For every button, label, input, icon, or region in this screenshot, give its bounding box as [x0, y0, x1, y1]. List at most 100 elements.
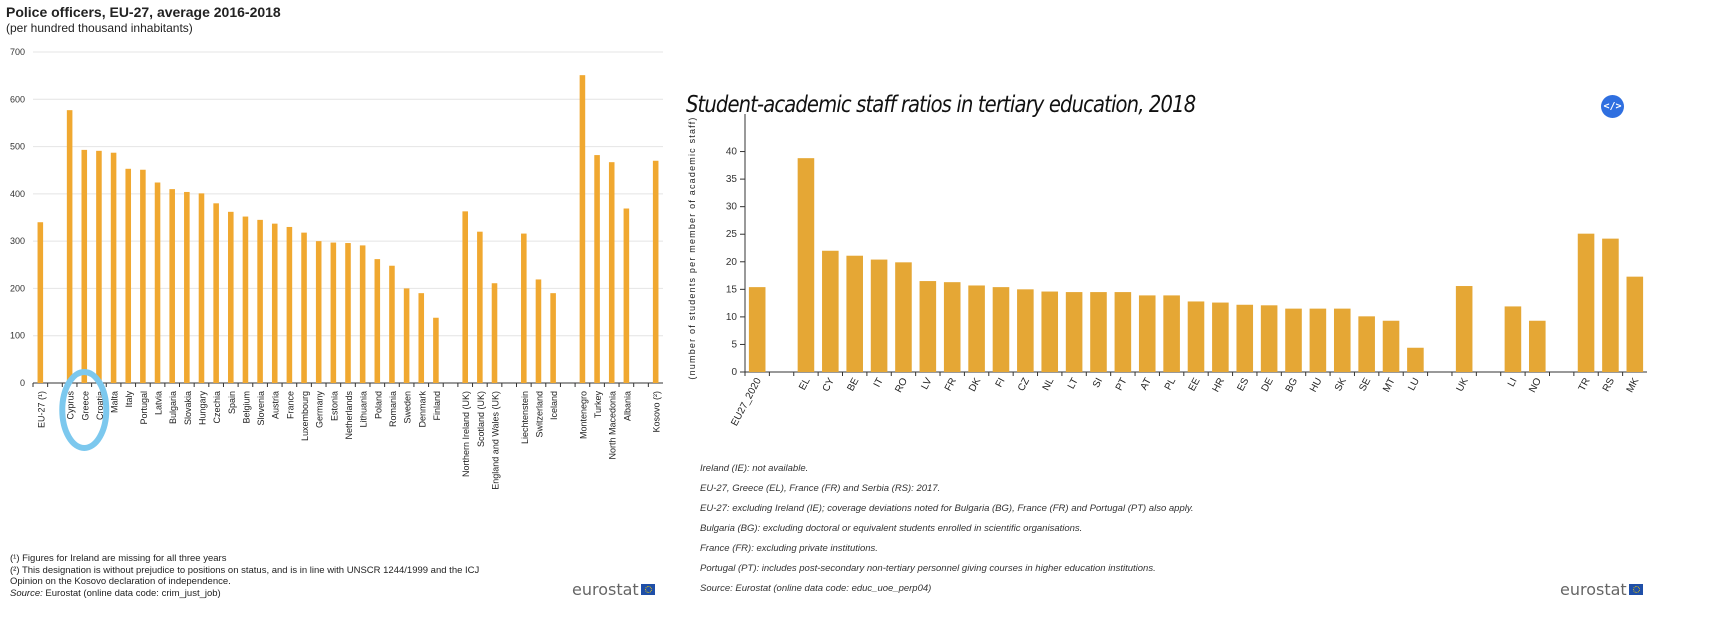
y-tick-label: 500 [10, 142, 25, 152]
eu-flag-icon [640, 584, 655, 595]
x-tick-label: Denmark [417, 391, 427, 428]
bar [1285, 308, 1302, 372]
x-tick-label: Luxembourg [300, 391, 310, 441]
bar [1090, 292, 1107, 372]
bar [228, 211, 234, 383]
x-tick-label: PT [1114, 376, 1130, 392]
x-tick-label: Turkey [593, 391, 603, 419]
bar [477, 231, 483, 383]
bar [110, 152, 117, 383]
footnote: (²) This designation is without prejudic… [10, 564, 480, 576]
bar [550, 293, 556, 383]
bar [271, 223, 278, 383]
x-tick-label: Hungary [197, 391, 207, 426]
footnote: Ireland (IE): not available. [700, 463, 809, 474]
bar [81, 149, 88, 383]
bar [608, 162, 615, 383]
bar [345, 243, 351, 383]
y-tick-label: 400 [10, 189, 25, 199]
bar [37, 222, 44, 383]
y-tick-label: 15 [726, 284, 738, 295]
bar [1114, 292, 1132, 372]
x-tick-label: Greece [80, 391, 90, 421]
bar [433, 317, 439, 383]
bar [169, 189, 175, 383]
x-tick-label: Spain [227, 391, 237, 414]
x-tick-label: Romania [388, 391, 398, 427]
x-tick-label: Poland [373, 391, 383, 419]
eu-flag-icon [1628, 584, 1643, 595]
bar [1382, 320, 1400, 372]
x-tick-label: Latvia [154, 391, 164, 415]
x-tick-label: UK [1455, 376, 1471, 394]
y-tick-label: 10 [726, 312, 738, 323]
bar [1455, 286, 1473, 372]
y-tick-label: 600 [10, 94, 25, 104]
bar [623, 208, 630, 383]
y-tick-label: 40 [726, 147, 738, 158]
bar [594, 155, 600, 383]
x-tick-label: ES [1235, 376, 1251, 393]
bar [140, 169, 146, 383]
bar [1187, 301, 1205, 372]
x-tick-label: RO [893, 376, 910, 395]
x-tick-label: North Macedonia [608, 391, 618, 460]
bar [374, 259, 381, 383]
bar [579, 75, 586, 384]
x-tick-label: EU27_2020 [729, 376, 764, 428]
x-tick-label: Finland [432, 391, 442, 421]
bar [1163, 295, 1180, 372]
bar [154, 182, 161, 383]
x-tick-label: Slovakia [183, 391, 193, 425]
x-tick-label: Albania [622, 391, 632, 421]
bar [1358, 316, 1375, 372]
x-tick-label: Bulgaria [168, 391, 178, 424]
bar [1407, 347, 1424, 372]
bar [652, 160, 659, 383]
footnote: EU-27: excluding Ireland (IE); coverage … [700, 503, 1194, 514]
x-tick-label: Croatia [95, 391, 105, 420]
right-footnotes: Ireland (IE): not available. EU-27, Gree… [700, 459, 1194, 599]
x-tick-label: LU [1406, 376, 1422, 392]
x-tick-label: PL [1163, 376, 1179, 392]
x-tick-label: Germany [315, 391, 325, 429]
bar [286, 226, 293, 383]
bar [125, 168, 132, 383]
x-tick-label: CZ [1016, 376, 1032, 393]
x-tick-label: EE [1187, 376, 1203, 393]
x-tick-label: RS [1601, 376, 1617, 394]
x-tick-label: MK [1625, 376, 1642, 395]
footnote: (¹) Figures for Ireland are missing for … [10, 553, 227, 564]
bar [418, 293, 425, 383]
x-tick-label: CY [821, 376, 837, 394]
x-tick-label: LT [1066, 376, 1081, 391]
right-chart-title: Student-academic staff ratios in tertiar… [686, 92, 1196, 118]
y-axis-title: (number of students per member of academ… [687, 116, 697, 379]
x-tick-label: France [285, 391, 295, 419]
embed-code-button[interactable]: </> [1601, 95, 1624, 118]
x-tick-label: Sweden [403, 391, 413, 424]
y-tick-label: 0 [20, 378, 25, 388]
left-chart-title: Police officers, EU-27, average 2016-201… [6, 4, 281, 20]
highlight-circle [59, 369, 110, 451]
x-tick-label: Scotland (UK) [476, 391, 486, 447]
bar [1065, 292, 1083, 372]
logo-text: eurostat [1560, 580, 1627, 599]
x-tick-label: Northern Ireland (UK) [461, 391, 471, 477]
y-tick-label: 5 [731, 339, 737, 350]
bar [943, 282, 961, 372]
bar [1236, 304, 1254, 372]
y-tick-label: 300 [10, 236, 25, 246]
bar [301, 232, 307, 383]
source-label: Source: [10, 587, 43, 599]
bar [403, 288, 410, 383]
y-tick-label: 35 [726, 174, 738, 185]
bar [184, 191, 190, 383]
bar [96, 150, 102, 383]
x-tick-label: Portugal [139, 391, 149, 425]
y-tick-label: 25 [726, 229, 738, 240]
x-tick-label: FI [994, 376, 1008, 389]
footnote: Bulgaria (BG): excluding doctoral or equ… [700, 523, 1083, 534]
x-tick-label: Malta [110, 391, 120, 413]
